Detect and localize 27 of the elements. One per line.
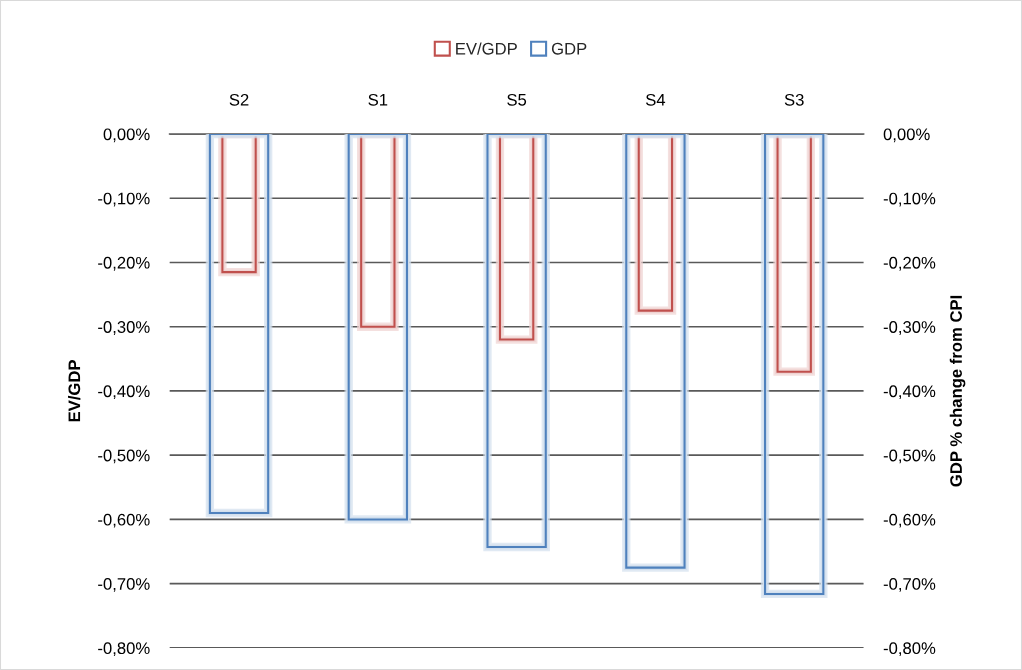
- y2-tick-label: 0,00%: [883, 128, 930, 143]
- y2-tick-label: -0,70%: [883, 578, 936, 592]
- y-tick-label: -0,30%: [98, 321, 150, 335]
- y2-tick-label: -0,80%: [883, 642, 936, 657]
- y-axis-title: EV/GDP: [67, 360, 81, 422]
- y2-tick-label: -0,10%: [883, 192, 936, 207]
- y2-tick-label: -0,60%: [883, 513, 936, 528]
- y2-tick-label: -0,50%: [883, 449, 936, 464]
- y-tick-label: -0,60%: [98, 513, 150, 528]
- y-tick-label: -0,50%: [98, 449, 150, 464]
- x-tick-label: S5: [507, 93, 527, 106]
- y2-tick-label: -0,20%: [883, 256, 936, 271]
- y2-tick-label: -0,30%: [883, 321, 936, 335]
- y2-axis-title: GDP % change from CPI: [949, 295, 966, 487]
- y-tick-label: -0,40%: [98, 385, 150, 400]
- x-tick-label: S1: [368, 93, 388, 106]
- x-tick-label: S4: [645, 93, 666, 106]
- y-tick-label: -0,80%: [98, 642, 150, 657]
- legend-label: GDP: [551, 42, 587, 55]
- y-tick-label: 0,00%: [103, 128, 150, 143]
- y-tick-label: -0,10%: [98, 192, 150, 207]
- x-tick-label: S3: [784, 93, 804, 106]
- y2-tick-label: -0,40%: [883, 385, 936, 400]
- y-tick-label: -0,70%: [98, 578, 150, 592]
- legend-label: EV/GDP: [456, 42, 517, 55]
- y-tick-label: -0,20%: [98, 256, 150, 271]
- x-tick-label: S2: [229, 93, 249, 106]
